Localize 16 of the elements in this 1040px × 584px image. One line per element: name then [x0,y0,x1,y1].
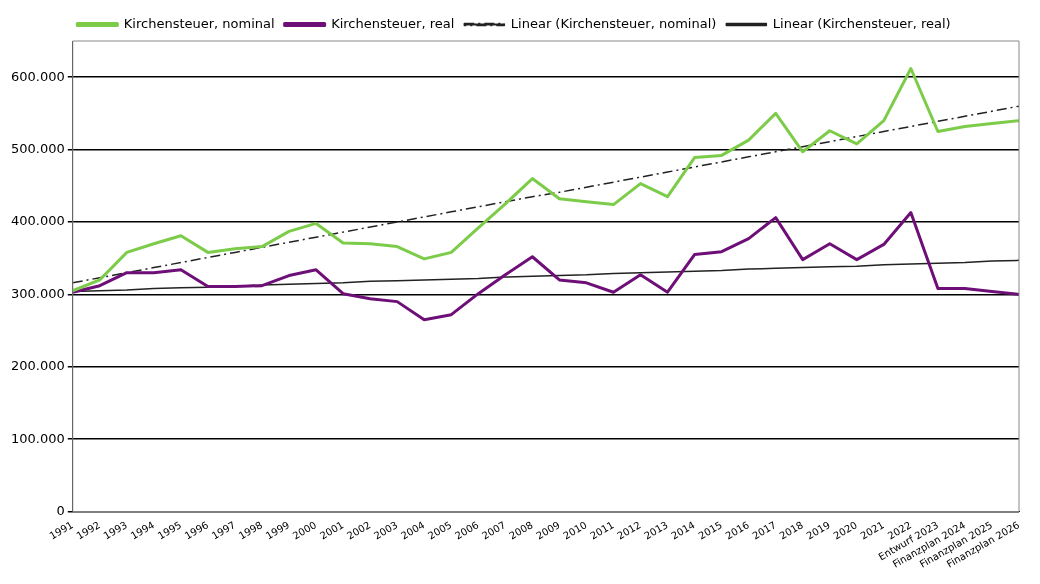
legend-label: Linear (Kirchensteuer, real) [772,15,951,31]
legend-label: Kirchensteuer, nominal [123,15,275,31]
x-tick-label: 2000 [290,519,319,542]
y-tick-label: 500.000 [10,140,65,156]
y-tick-label: 600.000 [10,68,65,84]
y-tick-label: 400.000 [10,213,65,229]
y-tick-label: 100.000 [10,430,65,446]
legend-label: Linear (Kirchensteuer, nominal) [510,15,717,31]
x-tick-label: 1991 [47,519,76,542]
y-tick-label: 0 [56,502,65,518]
y-tick-label: 300.000 [10,285,65,301]
legend-label: Kirchensteuer, real [331,15,455,31]
x-tick-label: 1999 [263,519,292,542]
x-tick-label: 1992 [74,519,103,542]
y-tick-label: 200.000 [10,358,65,374]
x-tick-label: 1993 [101,519,130,542]
